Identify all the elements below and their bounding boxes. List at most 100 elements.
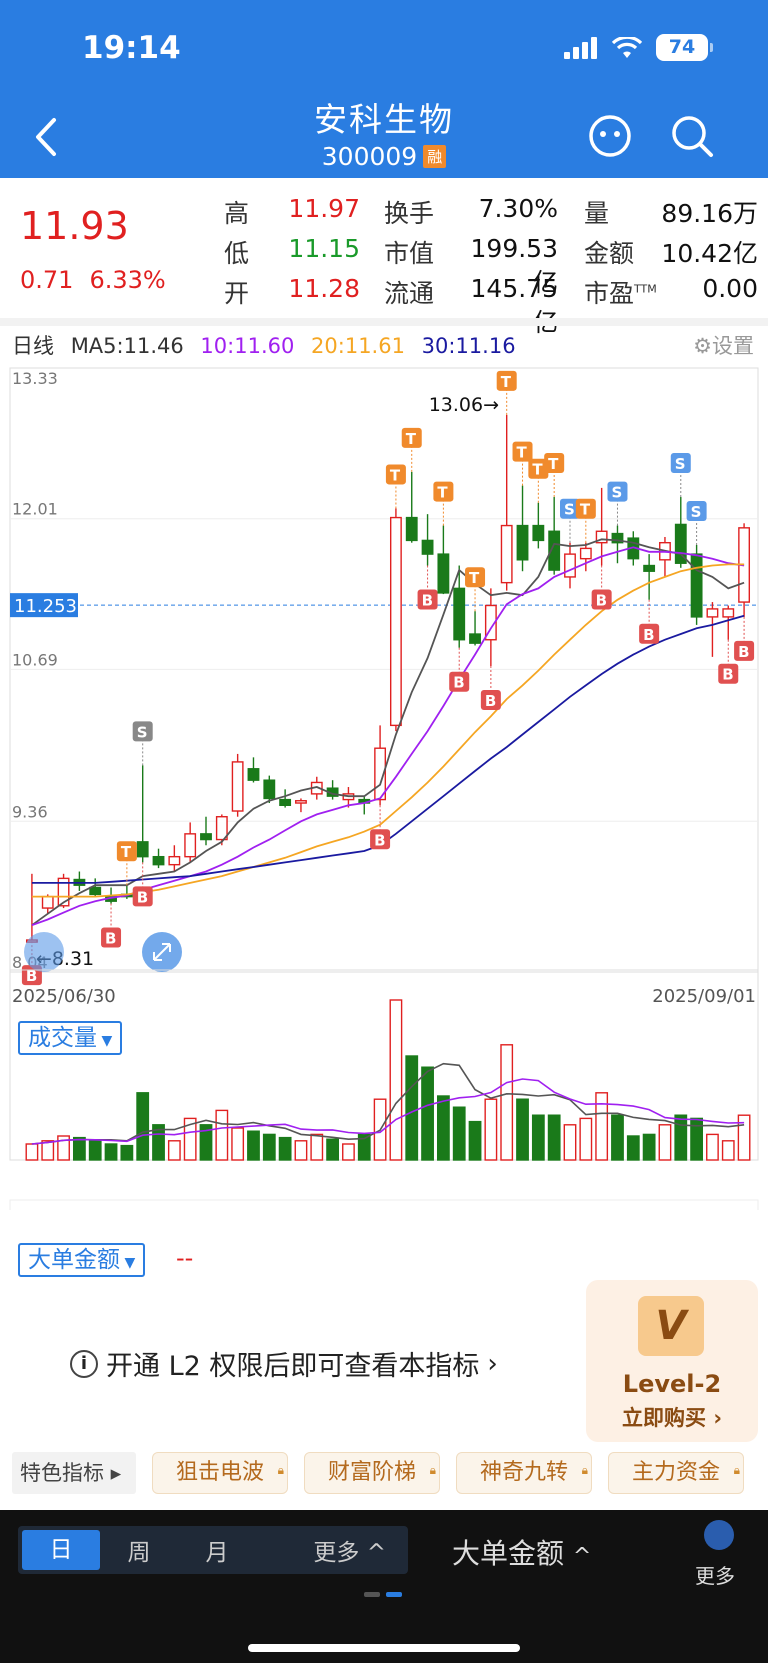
feature-tab[interactable]: 神奇九转 🔒︎ <box>456 1452 592 1494</box>
ma30-value: 30:11.16 <box>421 334 516 358</box>
caret-down-icon: ▼ <box>97 1033 113 1049</box>
high-label: 高 <box>224 199 250 228</box>
l2-notice[interactable]: i 开通 L2 权限后即可查看本指标 › <box>70 1344 498 1383</box>
volume-bar <box>452 1106 466 1161</box>
home-indicator <box>248 1644 520 1652</box>
feature-indicators-menu[interactable]: 特色指标 ▸ <box>12 1452 136 1494</box>
volume-indicator-select[interactable]: 成交量 ▼ <box>18 1021 123 1055</box>
level2-buy-button[interactable]: 立即购买 › <box>622 1406 722 1430</box>
candle-body <box>469 633 481 644</box>
signal-letter: B <box>722 666 733 684</box>
period-week-tab[interactable]: 周 <box>127 1540 151 1566</box>
chat-icon[interactable] <box>586 112 634 160</box>
signal-badge <box>132 886 153 907</box>
volume-bar <box>183 1117 197 1161</box>
volume-bar <box>516 1098 529 1161</box>
volume-bar <box>326 1138 340 1161</box>
settings-label: 设置 <box>712 334 754 358</box>
feature-tab-label: 狙击电波 <box>175 1460 264 1485</box>
high-value: 11.97 <box>288 194 360 223</box>
lock-icon: 🔒︎ <box>733 1463 740 1477</box>
feature-tab[interactable]: 狙击电波 🔒︎ <box>152 1452 288 1494</box>
candle-body <box>168 855 181 866</box>
candle-body <box>215 816 228 841</box>
signal-badge <box>670 453 691 474</box>
status-icons: 74 <box>564 34 713 61</box>
chevron-right-icon: › <box>487 1348 498 1379</box>
chart-settings-button[interactable]: ⚙设置 <box>693 330 754 360</box>
volume-indicator-label: 成交量 <box>28 1025 97 1051</box>
volume-bar <box>215 1109 229 1161</box>
volume-bar <box>737 1114 751 1161</box>
feature-indicator-tabs: 特色指标 ▸ 狙击电波 🔒︎ 财富阶梯 🔒︎ 神奇九转 🔒︎ 主力资金 🔒︎ <box>12 1452 768 1498</box>
signal-letter: S <box>691 503 702 521</box>
pe-ttm-sup: TTM <box>634 282 657 296</box>
feature-tab-label: 主力资金 <box>631 1460 720 1485</box>
candle-body <box>564 553 576 578</box>
candle-body <box>421 539 434 555</box>
volume-ma-line <box>31 1078 745 1145</box>
volume-bar <box>674 1114 688 1161</box>
period-month-tab[interactable]: 月 <box>205 1540 229 1566</box>
signal-badge <box>116 841 137 862</box>
volume-bar <box>199 1124 213 1161</box>
signal-badge <box>607 481 628 502</box>
volume-bar <box>88 1140 102 1161</box>
signal-badge <box>560 498 580 519</box>
volume-value: 89.16万 <box>661 199 758 228</box>
feature-tab[interactable]: 主力资金 🔒︎ <box>608 1452 744 1494</box>
volume-bar <box>72 1136 86 1161</box>
candle-body <box>437 553 450 594</box>
signal-letter: B <box>596 592 607 610</box>
volume-bar <box>468 1120 482 1161</box>
candle-body <box>389 516 402 727</box>
feature-indicators-label: 特色指标 <box>20 1461 104 1485</box>
volume-bar <box>357 1133 371 1161</box>
lock-icon: 🔒︎ <box>277 1463 284 1477</box>
bottom-indicator-select[interactable]: 大单金额 ^ <box>452 1532 591 1572</box>
y-tick-label: 13.33 <box>12 369 58 388</box>
turnover-label: 换手 <box>384 199 435 228</box>
volume-bar <box>167 1140 181 1161</box>
chevron-up-icon: ^ <box>572 1544 592 1569</box>
current-price: 11.93 <box>20 204 129 248</box>
search-icon[interactable] <box>668 112 716 160</box>
level2-promo-card[interactable]: V Level-2 立即购买 › <box>586 1280 758 1442</box>
bottom-more-button[interactable]: 更多 <box>695 1564 735 1588</box>
candle-body <box>706 608 719 618</box>
period-more-label: 更多 <box>313 1540 360 1566</box>
period-more-button[interactable]: 更多 ^ <box>313 1533 386 1567</box>
period-day-tab[interactable]: 日 <box>22 1530 100 1570</box>
mktcap-label: 市值 <box>384 239 435 268</box>
volume-bar <box>262 1133 276 1161</box>
volume-bar <box>721 1140 735 1161</box>
signal-letter: S <box>564 501 575 519</box>
back-button[interactable] <box>28 112 68 162</box>
signal-letter: B <box>485 692 496 710</box>
kline-chart[interactable]: 13.3312.0110.699.368.0411.253BBSTBBTTBTB… <box>0 360 768 1210</box>
signal-letter: B <box>422 592 433 610</box>
candle-body <box>532 524 545 542</box>
volume-bar <box>436 1095 450 1161</box>
ma-legend: 日线 MA5:11.46 10:11.60 20:11.61 30:11.16 <box>12 330 526 360</box>
open-label: 开 <box>224 279 250 308</box>
volume-bar <box>57 1135 70 1161</box>
signal-badge <box>734 640 755 661</box>
indicator-select[interactable]: 大单金额 ▼ <box>18 1243 146 1277</box>
volume-bar <box>405 1055 419 1161</box>
signal-badge <box>370 829 391 850</box>
candle-body <box>247 768 260 781</box>
volume-bar <box>231 1127 245 1161</box>
signal-letter: B <box>738 643 749 661</box>
signal-letter: T <box>390 466 401 484</box>
section-divider <box>0 318 768 326</box>
change-amount: 0.71 <box>20 266 74 294</box>
ma5-value: MA5:11.46 <box>70 334 184 358</box>
quote-panel: 11.93 0.71 6.33% 高 11.97 低 11.15 开 11.28 … <box>0 178 768 337</box>
menu-icon[interactable] <box>704 1520 734 1550</box>
feature-tab[interactable]: 财富阶梯 🔒︎ <box>304 1452 440 1494</box>
signal-badge <box>686 500 707 521</box>
volume-bar <box>690 1117 704 1161</box>
volume-bar <box>531 1114 545 1161</box>
volume-bar <box>658 1124 672 1161</box>
